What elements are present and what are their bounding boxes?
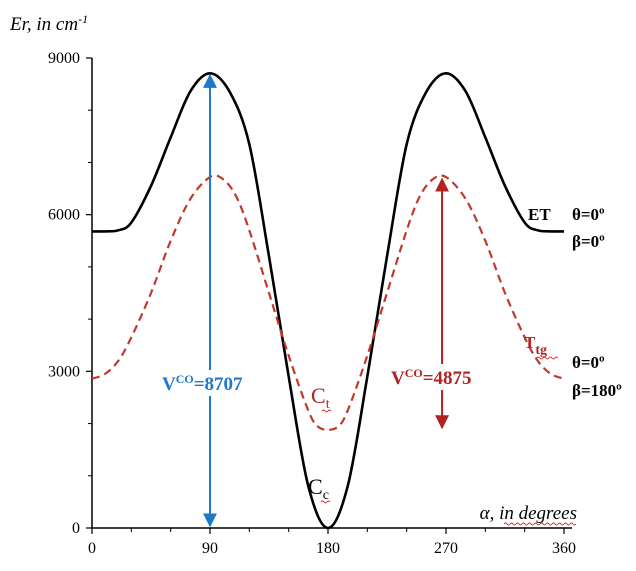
x-tick-label: 90 <box>202 540 218 557</box>
y-axis-title-text: Er, in cm <box>9 14 78 35</box>
vco-8707-label: VCO=8707 <box>162 372 243 395</box>
ct-underline <box>321 409 332 413</box>
axes <box>91 58 572 529</box>
et-label: ET <box>528 205 551 224</box>
vco-8707-label-bg <box>158 370 258 396</box>
y-tick-label: 6000 <box>48 207 80 224</box>
cc-label-sub: c <box>323 488 329 503</box>
et-beta-label: β=0º <box>572 232 605 251</box>
cc-label: Cc <box>308 474 329 503</box>
vco-4875-prefix: V <box>391 368 405 389</box>
ttg-underline <box>536 356 559 360</box>
ttg-label-main: T <box>524 333 536 352</box>
series-line-ttg <box>91 174 565 431</box>
et-theta-label: θ=0º <box>572 205 605 224</box>
ct-label: Ct <box>311 383 330 412</box>
y-tick-label: 3000 <box>48 363 80 380</box>
y-axis-title-sup: -1 <box>78 12 88 26</box>
x-tick-label: 0 <box>88 540 96 557</box>
series-group <box>91 71 565 530</box>
y-tick-label: 0 <box>72 520 80 537</box>
cc-underline <box>320 500 331 504</box>
cc-label-main: C <box>308 474 323 499</box>
vco-4875-label: VCO=4875 <box>391 366 472 389</box>
y-tick-label: 9000 <box>48 50 80 67</box>
vco-8707-sup: CO <box>176 372 194 386</box>
vco-4875-value: =4875 <box>423 368 472 389</box>
degrees-underline <box>503 522 577 526</box>
ct-label-sub: t <box>326 397 330 412</box>
x-tick-label: 270 <box>434 540 458 557</box>
vco-8707-prefix: V <box>162 374 176 395</box>
ct-label-main: C <box>311 383 326 408</box>
vco-4875-label-bg <box>388 364 488 390</box>
x-tick-label: 180 <box>316 540 340 557</box>
x-axis-title: α, in degrees <box>480 503 577 524</box>
ttg-theta-label: θ=0º <box>572 353 605 372</box>
vco-8707-value: =8707 <box>194 374 243 395</box>
ttg-beta-label: β=180º <box>572 381 622 400</box>
ttg-label: Ttg <box>524 333 547 358</box>
vco-4875-sup: CO <box>405 366 423 380</box>
series-line-et <box>91 71 565 530</box>
ticks: 0 90 180 270 360 0 3000 6000 9000 <box>48 50 576 557</box>
x-tick-label: 360 <box>552 540 576 557</box>
y-axis-title: Er, in cm-1 <box>9 12 88 35</box>
ttg-label-sub: tg <box>535 343 547 358</box>
